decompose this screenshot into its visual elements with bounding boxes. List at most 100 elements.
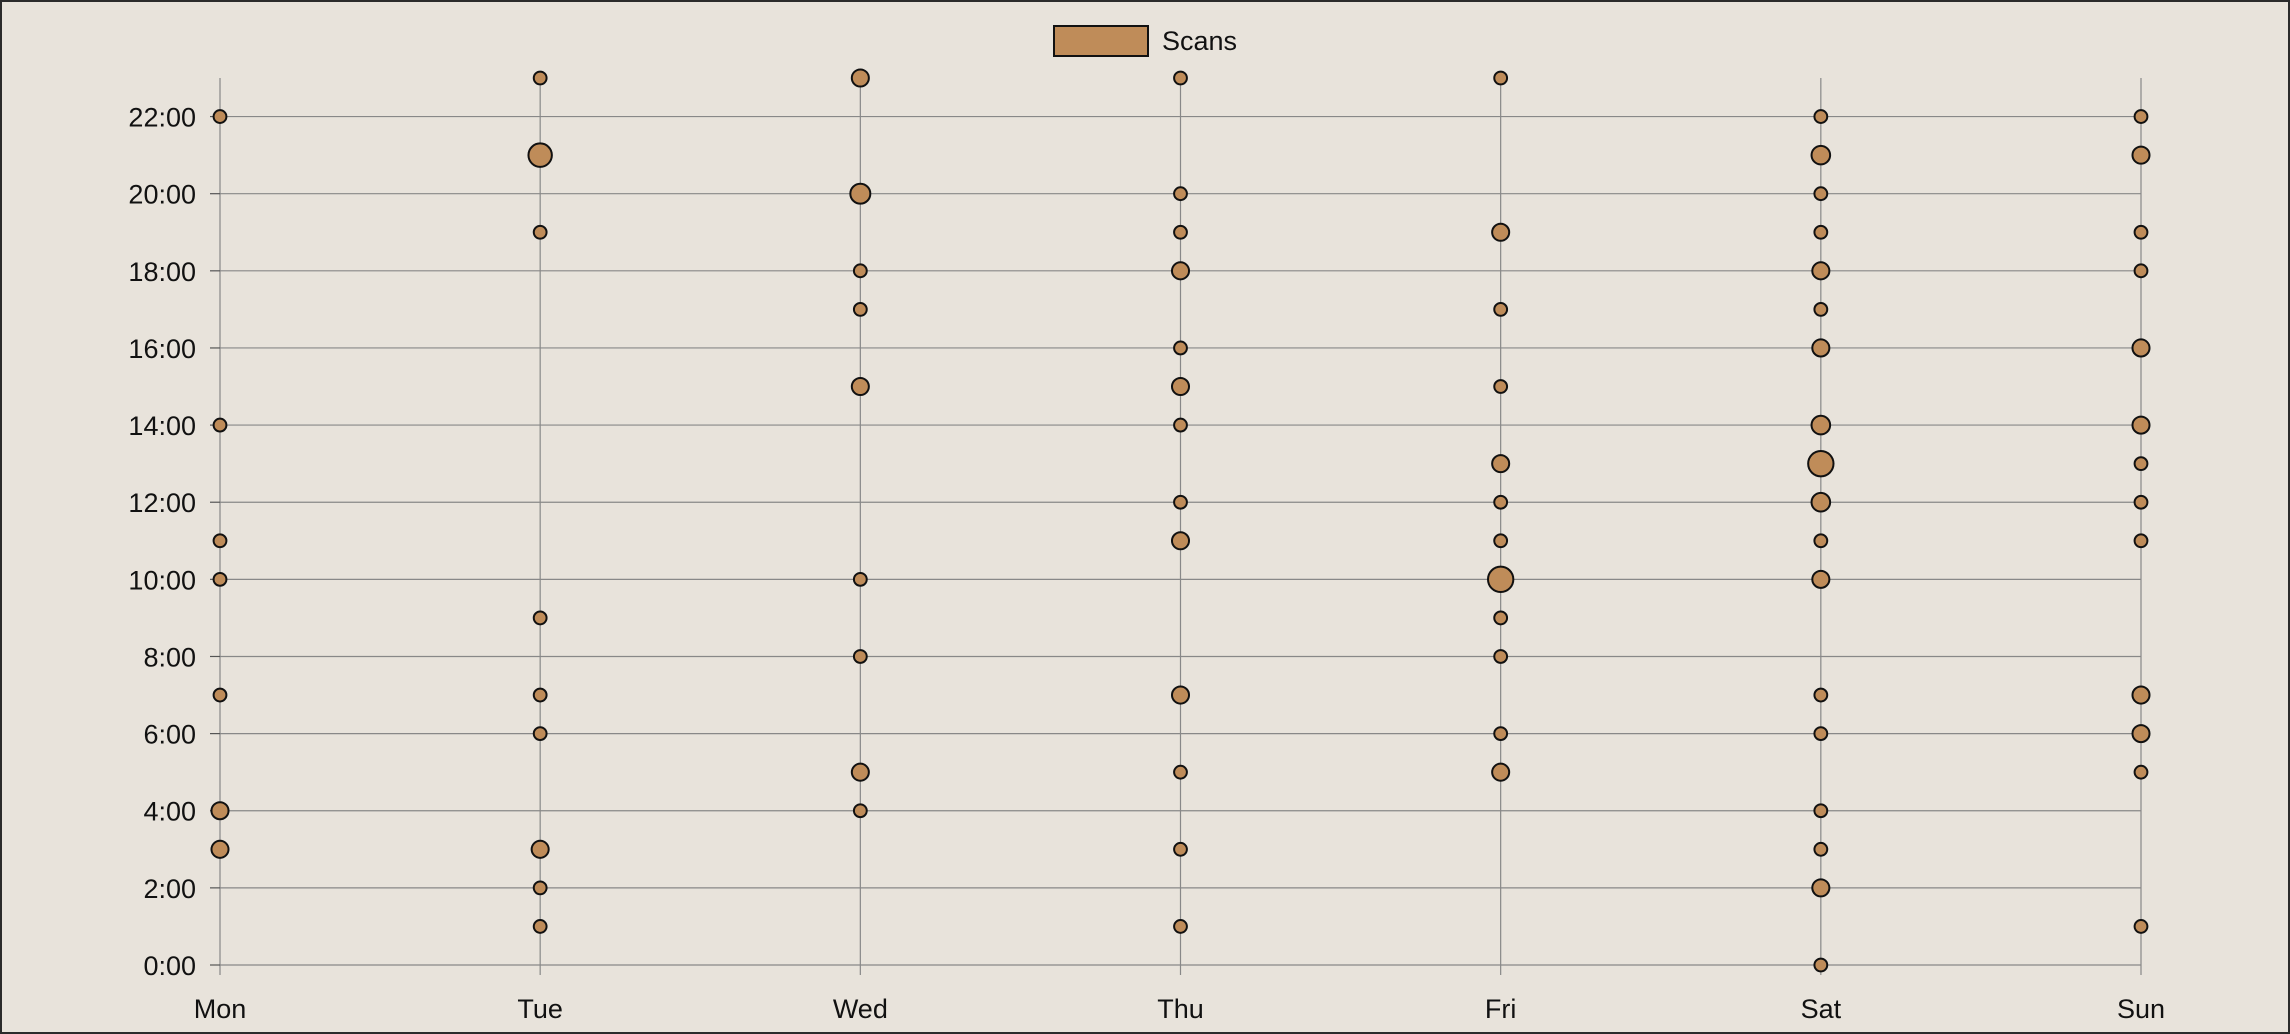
- data-point: [1811, 569, 1831, 589]
- data-point: [1813, 301, 1829, 317]
- y-tick-label: 16:00: [128, 334, 196, 364]
- data-points: [210, 68, 2151, 973]
- y-tick-label: 4:00: [143, 797, 196, 827]
- y-tick-label: 6:00: [143, 720, 196, 750]
- data-point: [852, 263, 868, 279]
- data-point: [1810, 144, 1832, 166]
- data-point: [1173, 919, 1188, 934]
- data-point: [1170, 261, 1191, 281]
- data-point: [2133, 764, 2149, 780]
- y-tick-label: 0:00: [143, 951, 196, 981]
- y-tick-label: 8:00: [143, 642, 196, 672]
- legend[interactable]: Scans: [1053, 25, 1237, 57]
- data-point: [2131, 145, 2151, 165]
- y-tick-label: 10:00: [128, 565, 196, 595]
- data-point: [1493, 379, 1509, 394]
- data-point: [1493, 610, 1509, 626]
- data-point: [849, 182, 872, 205]
- data-point: [212, 109, 228, 124]
- data-point: [532, 224, 548, 240]
- data-point: [1811, 261, 1831, 281]
- data-point: [852, 301, 868, 317]
- data-point: [1491, 222, 1511, 242]
- data-point: [2133, 533, 2149, 549]
- data-point: [850, 376, 870, 397]
- data-point: [1173, 224, 1188, 240]
- data-point: [1491, 454, 1511, 474]
- data-point: [1493, 726, 1509, 742]
- data-point: [2133, 109, 2149, 124]
- data-point: [1813, 957, 1829, 973]
- x-tick-label: Fri: [1485, 994, 1516, 1024]
- data-point: [1173, 494, 1188, 510]
- data-point: [1811, 878, 1831, 898]
- data-point: [532, 919, 548, 934]
- data-point: [2133, 224, 2149, 240]
- data-point: [532, 687, 548, 703]
- x-tick-label: Sat: [1801, 994, 1842, 1024]
- y-tick-label: 20:00: [128, 180, 196, 210]
- data-point: [1813, 533, 1829, 549]
- data-point: [532, 70, 548, 86]
- data-point: [1173, 764, 1188, 780]
- data-point: [1170, 685, 1191, 705]
- data-point: [1170, 531, 1191, 551]
- data-point: [1813, 224, 1829, 240]
- data-point: [212, 533, 228, 549]
- data-point: [212, 571, 228, 587]
- data-point: [1486, 565, 1515, 594]
- data-point: [2131, 338, 2151, 358]
- data-point: [1493, 649, 1509, 664]
- data-point: [2131, 724, 2151, 744]
- data-point: [852, 649, 868, 664]
- data-point: [1491, 762, 1511, 782]
- x-tick-label: Tue: [517, 994, 563, 1024]
- data-point: [530, 839, 550, 859]
- data-point: [2133, 456, 2149, 472]
- data-point: [1813, 803, 1829, 819]
- data-point: [1813, 186, 1829, 202]
- legend-label: Scans: [1162, 26, 1237, 56]
- data-point: [1493, 533, 1509, 549]
- data-point: [2133, 263, 2149, 279]
- data-point: [1173, 70, 1188, 86]
- data-point: [1807, 449, 1835, 478]
- data-point: [2133, 919, 2149, 934]
- data-point: [1173, 417, 1188, 433]
- data-point: [1493, 301, 1509, 317]
- data-point: [532, 610, 548, 626]
- data-point: [210, 801, 230, 821]
- axes: 0:00 2:00 4:00 6:00 8:00 10:00 12:00 14:00 16:00…: [128, 103, 2165, 1024]
- data-point: [850, 762, 870, 782]
- data-point: [1813, 841, 1829, 857]
- y-tick-label: 14:00: [128, 411, 196, 441]
- grid: [219, 78, 2142, 975]
- data-point: [1811, 338, 1831, 358]
- legend-swatch: [1053, 25, 1149, 57]
- x-tick-label: Thu: [1157, 994, 1204, 1024]
- data-point: [532, 726, 548, 742]
- data-point: [210, 839, 230, 859]
- data-point: [852, 803, 868, 819]
- data-point: [850, 68, 870, 88]
- data-point: [1173, 340, 1188, 356]
- data-point: [212, 687, 228, 703]
- data-point: [532, 880, 548, 896]
- data-point: [2131, 685, 2151, 705]
- data-point: [1813, 726, 1829, 742]
- data-point: [1170, 376, 1191, 397]
- data-point: [1813, 687, 1829, 703]
- x-tick-label: Sun: [2117, 994, 2165, 1024]
- data-point: [1173, 186, 1188, 202]
- data-point: [1493, 494, 1509, 510]
- x-tick-label: Mon: [194, 994, 247, 1024]
- data-point: [1810, 491, 1832, 513]
- data-point: [1810, 414, 1832, 436]
- x-tick-label: Wed: [833, 994, 888, 1024]
- data-point: [1173, 841, 1188, 857]
- y-tick-label: 2:00: [143, 874, 196, 904]
- y-tick-label: 22:00: [128, 103, 196, 133]
- data-point: [1493, 70, 1509, 86]
